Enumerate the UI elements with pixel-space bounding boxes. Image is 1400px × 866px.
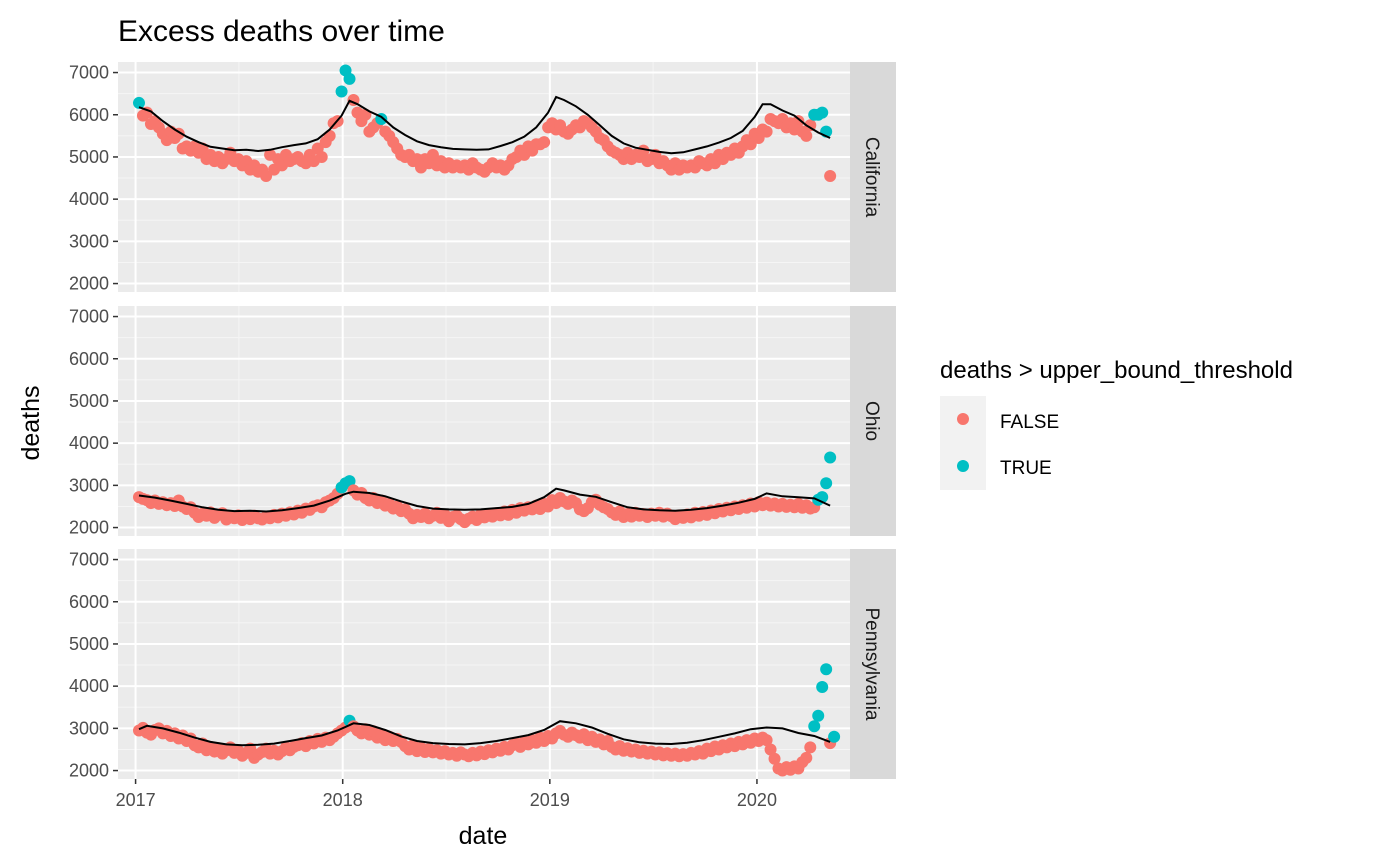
point-true bbox=[132, 96, 145, 109]
points-california bbox=[132, 64, 837, 182]
point-false bbox=[800, 129, 813, 142]
y-tick-label: 4000 bbox=[69, 676, 109, 696]
points-pennsylvania bbox=[132, 663, 841, 777]
y-tick-label: 6000 bbox=[69, 349, 109, 369]
point-false bbox=[760, 125, 773, 138]
y-tick-label: 4000 bbox=[69, 189, 109, 209]
legend-title: deaths > upper_bound_threshold bbox=[940, 357, 1293, 384]
x-tick-label: 2019 bbox=[530, 790, 570, 810]
point-false bbox=[804, 119, 817, 132]
x-tick-label: 2018 bbox=[323, 790, 363, 810]
point-true bbox=[816, 106, 829, 119]
facet-strip-label: California bbox=[861, 137, 882, 218]
x-axis-title: date bbox=[459, 822, 508, 850]
facet-strip bbox=[850, 62, 896, 292]
legend-label-false: FALSE bbox=[1000, 412, 1059, 433]
x-tick-label: 2020 bbox=[737, 790, 777, 810]
y-tick-label: 5000 bbox=[69, 634, 109, 654]
legend: deaths > upper_bound_threshold FALSE TRU… bbox=[940, 357, 1293, 490]
upper-bound-line bbox=[138, 720, 831, 747]
point-true bbox=[816, 681, 829, 693]
y-tick-label: 3000 bbox=[69, 475, 109, 495]
chart-title: Excess deaths over time bbox=[118, 15, 445, 48]
facet-panel-california: 2000 3000 4000 5000 6000 7000 California bbox=[69, 62, 896, 294]
facet-strip-label: Ohio bbox=[861, 401, 882, 441]
legend-key-background bbox=[940, 396, 986, 490]
y-tick-label: 5000 bbox=[69, 391, 109, 411]
point-true bbox=[820, 477, 833, 490]
y-axis-title: deaths bbox=[17, 385, 45, 460]
y-tick-label: 2000 bbox=[69, 274, 109, 294]
y-tick-label: 2000 bbox=[69, 761, 109, 781]
y-tick-label: 6000 bbox=[69, 105, 109, 125]
point-false bbox=[768, 752, 781, 765]
panel-background bbox=[118, 306, 850, 536]
y-tick-label: 7000 bbox=[69, 307, 109, 327]
y-tick-label: 3000 bbox=[69, 718, 109, 738]
facet-strip-label: Pennsylvania bbox=[861, 607, 882, 720]
y-tick-label: 5000 bbox=[69, 147, 109, 167]
legend-label-true: TRUE bbox=[1000, 458, 1052, 479]
point-true bbox=[828, 730, 841, 743]
upper-bound-line bbox=[138, 487, 831, 513]
point-false bbox=[764, 743, 777, 756]
upper-bound-line bbox=[138, 95, 831, 155]
point-true bbox=[812, 709, 825, 722]
point-false bbox=[315, 150, 328, 163]
y-tick-label: 7000 bbox=[69, 63, 109, 83]
point-true bbox=[343, 72, 356, 85]
point-true bbox=[343, 475, 356, 488]
x-axis: 2017 2018 2019 2020 bbox=[116, 779, 777, 810]
y-tick-label: 2000 bbox=[69, 518, 109, 538]
y-tick-label: 3000 bbox=[69, 231, 109, 251]
facet-strip bbox=[850, 306, 896, 536]
facet-panel-pennsylvania: 2000 3000 4000 5000 6000 7000 Pennsylvania bbox=[69, 549, 896, 781]
point-false bbox=[538, 136, 551, 149]
point-false bbox=[824, 169, 837, 182]
facet-panel-ohio: 2000 3000 4000 5000 6000 7000 Ohio bbox=[69, 306, 896, 538]
x-tick-label: 2017 bbox=[116, 790, 156, 810]
legend-key-false bbox=[957, 413, 969, 425]
point-true bbox=[820, 663, 833, 676]
facet-panels: 2000 3000 4000 5000 6000 7000 California 2000 30… bbox=[69, 62, 896, 781]
point-false bbox=[760, 734, 773, 747]
y-tick-label: 4000 bbox=[69, 433, 109, 453]
point-true bbox=[824, 451, 837, 464]
point-false bbox=[792, 115, 805, 128]
point-false bbox=[800, 751, 813, 764]
y-tick-label: 7000 bbox=[69, 550, 109, 570]
legend-key-true bbox=[957, 460, 969, 472]
point-false bbox=[804, 741, 817, 754]
y-tick-label: 6000 bbox=[69, 592, 109, 612]
facet-strip bbox=[850, 549, 896, 779]
point-true bbox=[808, 720, 821, 733]
point-true bbox=[335, 85, 348, 98]
